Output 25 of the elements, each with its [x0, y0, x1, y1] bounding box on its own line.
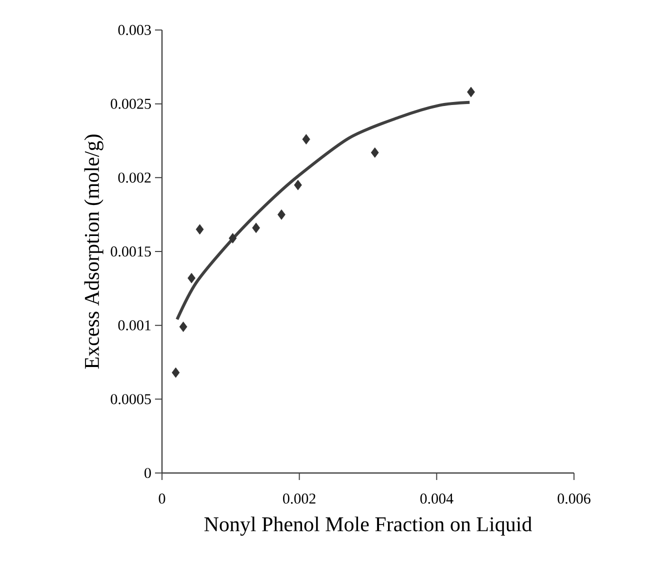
point [228, 233, 237, 244]
y-tick-label: 0.0025 [110, 98, 151, 109]
x-axis-title: Nonyl Phenol Mole Fraction on Liquid [204, 516, 532, 536]
point [467, 86, 475, 98]
point [196, 224, 204, 235]
y-tick-label: 0.001 [118, 320, 151, 330]
point [370, 147, 379, 158]
x-tick-label: 0.004 [420, 494, 454, 504]
point [172, 367, 180, 378]
y-tick-label: 0.003 [118, 24, 151, 36]
point [278, 209, 286, 220]
y-axis-title: Excess Adsorption (mole/g) [84, 134, 104, 369]
point [302, 134, 310, 144]
x-tick-label: 0 [158, 494, 166, 504]
point [179, 322, 188, 332]
y-tick-label: 0.0005 [110, 394, 151, 404]
point [188, 272, 196, 284]
y-tick-label: 0.002 [118, 172, 151, 183]
x-tick-label: 0.002 [283, 494, 316, 504]
x-tick-label: 0.006 [558, 494, 590, 504]
y-tick-label: 0 [144, 468, 151, 478]
point [252, 222, 260, 234]
point [294, 180, 302, 190]
y-tick-label: 0.0015 [110, 246, 151, 257]
line-series [176, 100, 472, 321]
